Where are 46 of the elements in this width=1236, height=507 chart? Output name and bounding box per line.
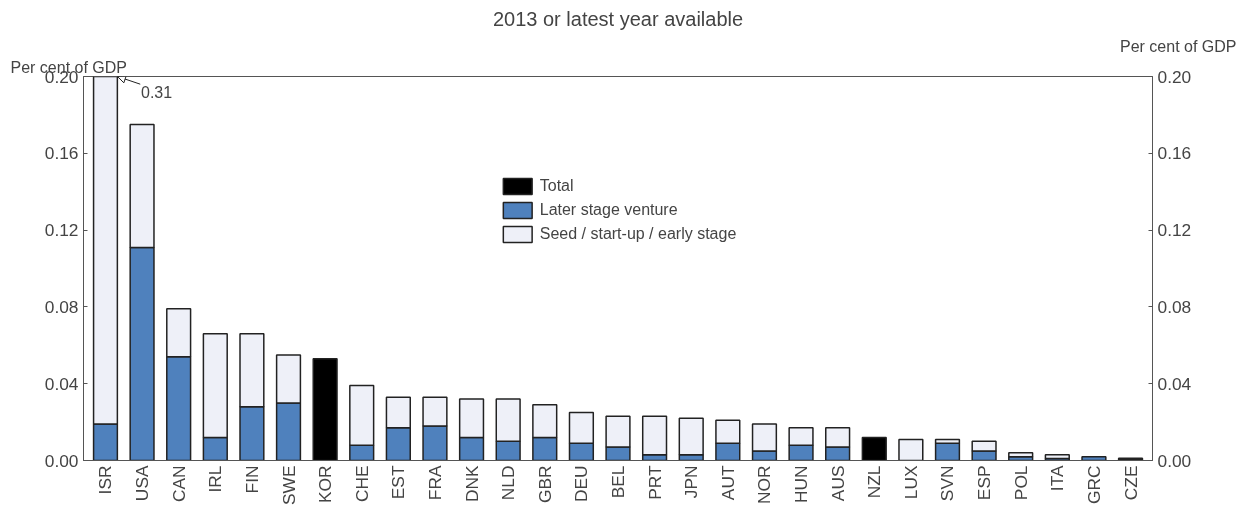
x-tick-label: AUS xyxy=(827,465,848,502)
x-tick-label: NLD xyxy=(498,465,519,501)
x-tick-label: HUN xyxy=(791,465,812,504)
x-tick-label: USA xyxy=(132,465,153,502)
x-tick-label: NZL xyxy=(864,465,885,499)
annotation: 0.31 xyxy=(140,83,173,101)
y2-tick-label: 0.08 xyxy=(1157,296,1192,317)
x-tick-label: AUT xyxy=(717,465,738,501)
y-tick-label: 0.12 xyxy=(44,220,79,241)
x-tick-label: EST xyxy=(388,465,409,500)
y-tick-label: 0.16 xyxy=(44,143,79,164)
x-tick-label: ITA xyxy=(1047,465,1068,492)
x-tick-label: CHE xyxy=(351,465,372,503)
y-tick-label: 0.00 xyxy=(44,450,79,471)
x-tick-label: GBR xyxy=(534,465,555,504)
x-tick-label: FRA xyxy=(424,465,445,501)
x-tick-label: FIN xyxy=(241,465,262,494)
x-tick-label: ESP xyxy=(974,465,995,501)
x-tick-label: NOR xyxy=(754,465,775,505)
x-tick-label: POL xyxy=(1010,465,1031,501)
y2-tick-label: 0.04 xyxy=(1157,373,1192,394)
x-tick-label: SVN xyxy=(937,465,958,502)
legend-label: Later stage venture xyxy=(539,201,678,219)
x-tick-label: SWE xyxy=(278,465,299,505)
x-tick-label: GRC xyxy=(1083,465,1104,505)
x-tick-label: DEU xyxy=(571,465,592,503)
x-tick-label: LUX xyxy=(900,465,921,500)
x-tick-label: CZE xyxy=(1120,465,1141,501)
y-tick-label: 0.04 xyxy=(44,373,79,394)
y2-tick-label: 0.12 xyxy=(1157,220,1192,241)
y2-tick-label: 0.16 xyxy=(1157,143,1192,164)
legend-label: Seed / start-up / early stage xyxy=(539,225,737,243)
y2-axis-title: Per cent of GDP xyxy=(1120,37,1236,55)
y2-tick-label: 0.20 xyxy=(1157,66,1192,87)
y2-tick-label: 0.00 xyxy=(1157,450,1192,471)
x-tick-label: CAN xyxy=(168,465,189,503)
y-tick-label: 0.08 xyxy=(44,296,79,317)
x-tick-label: PRT xyxy=(644,465,665,500)
x-tick-label: DNK xyxy=(461,465,482,503)
x-tick-label: JPN xyxy=(681,465,702,499)
x-tick-label: KOR xyxy=(315,465,336,504)
x-tick-label: IRL xyxy=(205,465,226,493)
legend-label: Total xyxy=(539,177,574,195)
x-tick-label: BEL xyxy=(608,465,628,499)
x-tick-label: ISR xyxy=(95,465,116,495)
chart-title: 2013 or latest year available xyxy=(492,7,744,30)
